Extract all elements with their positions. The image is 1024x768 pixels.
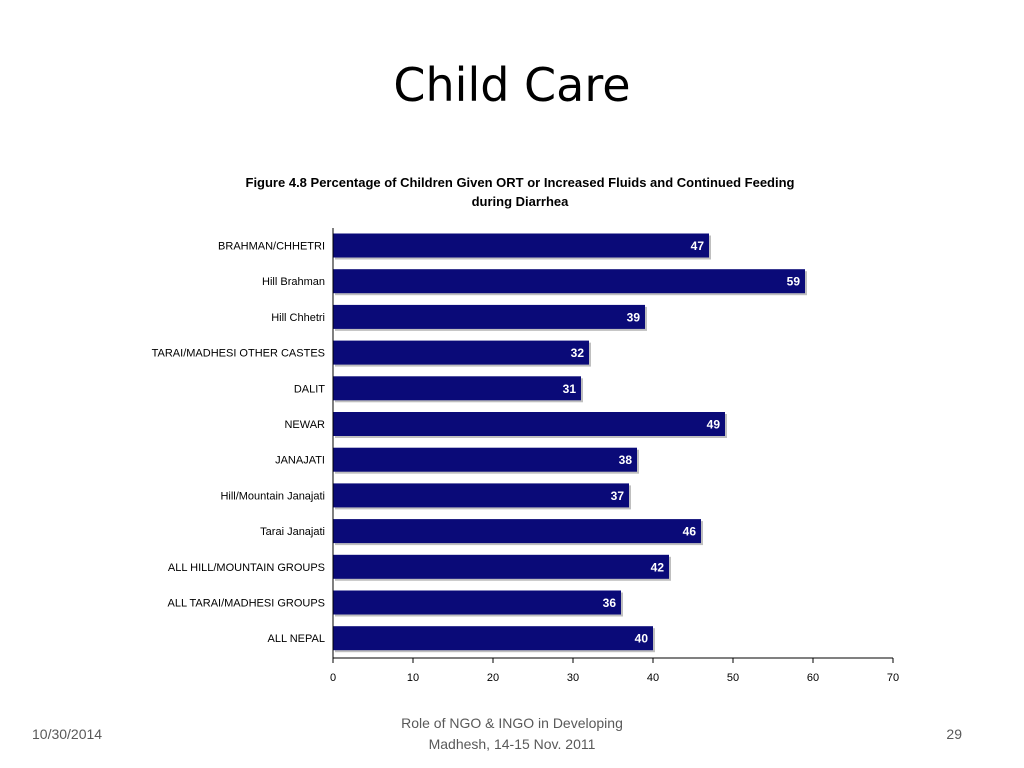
- bar: [333, 269, 805, 294]
- footer-line-1: Role of NGO & INGO in Developing: [401, 715, 623, 731]
- x-tick-label: 40: [647, 672, 659, 684]
- category-label: Hill Chhetri: [271, 312, 325, 324]
- category-label: ALL NEPAL: [268, 633, 325, 645]
- x-tick-label: 0: [330, 672, 336, 684]
- bar: [333, 447, 637, 472]
- bar: [333, 590, 621, 615]
- data-label: 46: [683, 525, 697, 539]
- data-label: 49: [707, 418, 721, 432]
- footer-date: 10/30/2014: [32, 726, 103, 742]
- data-label: 59: [787, 275, 801, 289]
- slide-title: Child Care: [393, 58, 631, 112]
- footer-presentation-info: Role of NGO & INGO in Developing Madhesh…: [372, 713, 652, 755]
- bar: [333, 233, 709, 258]
- bar: [333, 626, 653, 651]
- data-label: 39: [627, 310, 641, 324]
- data-label: 42: [651, 560, 665, 574]
- bar: [333, 519, 701, 544]
- category-label: JANAJATI: [275, 455, 325, 467]
- bar: [333, 304, 645, 329]
- x-tick-label: 70: [887, 672, 899, 684]
- data-label: 31: [563, 382, 577, 396]
- page-number: 29: [946, 726, 962, 742]
- bar: [333, 554, 669, 579]
- data-label: 37: [611, 489, 625, 503]
- category-label: Hill/Mountain Janajati: [220, 490, 325, 502]
- category-label: ALL HILL/MOUNTAIN GROUPS: [168, 562, 325, 574]
- category-label: BRAHMAN/CHHETRI: [218, 241, 325, 253]
- chart: Figure 4.8 Percentage of Children Given …: [152, 175, 900, 684]
- x-tick-label: 30: [567, 672, 579, 684]
- x-tick-label: 60: [807, 672, 819, 684]
- chart-title-line-2: during Diarrhea: [472, 194, 570, 209]
- bar-chart-svg: Figure 4.8 Percentage of Children Given …: [152, 175, 900, 684]
- bar: [333, 340, 589, 365]
- data-label: 47: [691, 239, 705, 253]
- bar: [333, 412, 725, 436]
- bar: [333, 376, 581, 401]
- category-label: NEWAR: [284, 419, 325, 431]
- category-label: ALL TARAI/MADHESI GROUPS: [167, 598, 325, 610]
- category-label: Hill Brahman: [262, 276, 325, 288]
- bar: [333, 483, 629, 508]
- x-tick-label: 20: [487, 672, 499, 684]
- x-tick-label: 10: [407, 672, 419, 684]
- x-tick-label: 50: [727, 672, 739, 684]
- category-label: DALIT: [294, 383, 325, 395]
- data-label: 36: [603, 596, 617, 610]
- data-label: 40: [635, 632, 649, 646]
- data-label: 32: [571, 346, 585, 360]
- category-label: TARAI/MADHESI OTHER CASTES: [152, 348, 325, 360]
- category-label: Tarai Janajati: [260, 526, 325, 538]
- data-label: 38: [619, 453, 633, 467]
- chart-title-line-1: Figure 4.8 Percentage of Children Given …: [246, 175, 795, 190]
- footer-line-2: Madhesh, 14-15 Nov. 2011: [428, 736, 596, 752]
